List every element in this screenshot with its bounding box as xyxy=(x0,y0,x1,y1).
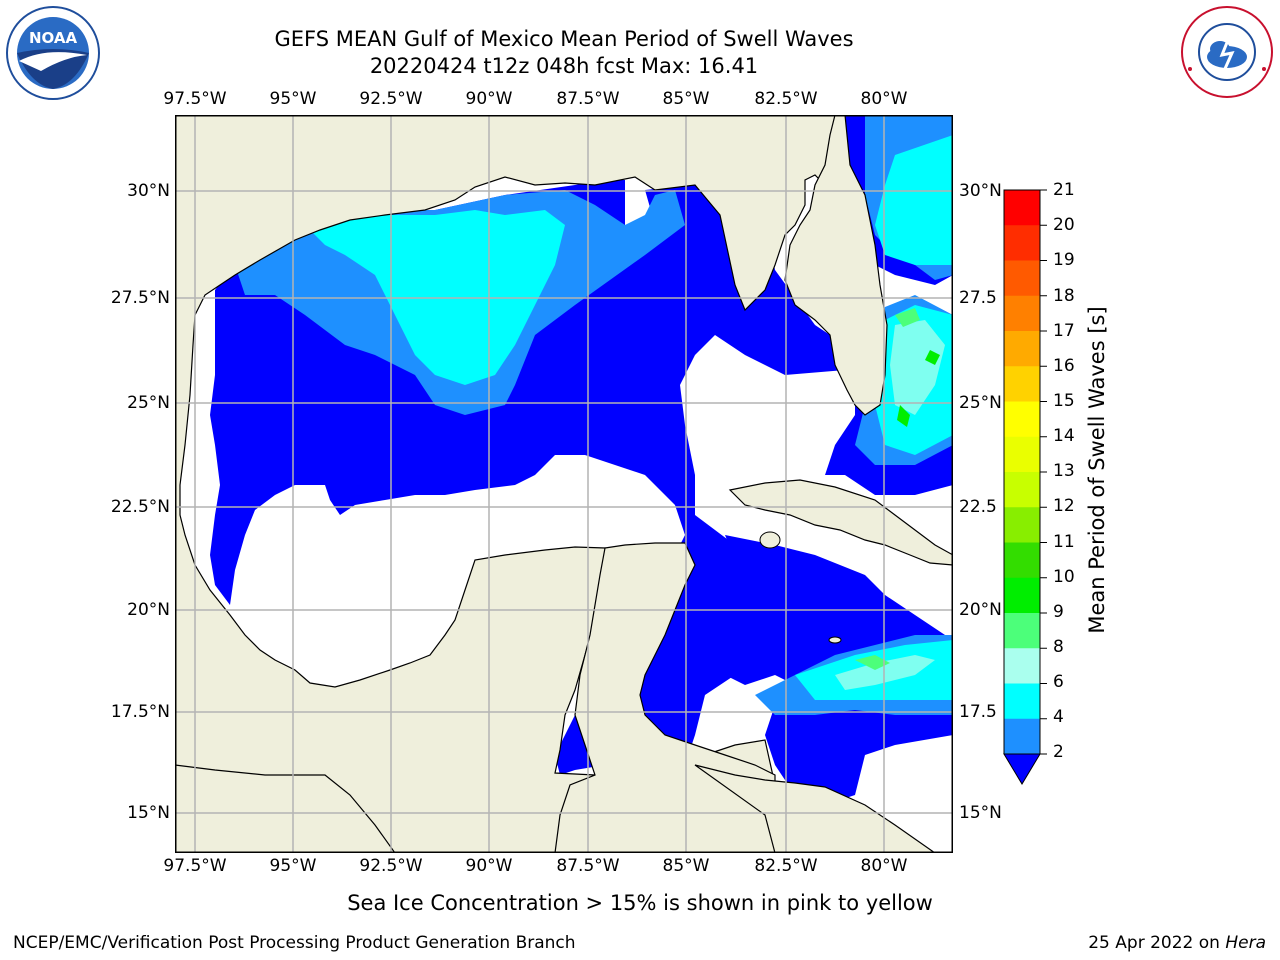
land-mass xyxy=(694,764,937,853)
colorbar-tick: 12 xyxy=(1053,496,1075,516)
colorbar-tick: 10 xyxy=(1053,567,1075,587)
lon-label-top: 92.5°W xyxy=(359,89,423,109)
lon-label-top: 97.5°W xyxy=(163,89,227,109)
nws-logo xyxy=(1181,6,1273,98)
colorbar-tick: 17 xyxy=(1053,321,1075,341)
lat-label-right: 27.5 xyxy=(959,288,997,308)
lon-label-bottom: 82.5°W xyxy=(754,856,818,876)
colorbar-tick: 11 xyxy=(1053,532,1075,552)
colorbar-bin xyxy=(1004,577,1040,614)
island xyxy=(828,636,842,644)
swell-patch xyxy=(835,655,935,690)
lon-label-top: 95°W xyxy=(269,89,317,109)
colorbar-tick: 18 xyxy=(1053,286,1075,306)
lon-label-top: 85°W xyxy=(662,89,710,109)
map-frame xyxy=(175,115,953,853)
lon-label-bottom: 92.5°W xyxy=(359,856,423,876)
colorbar-tick: 19 xyxy=(1053,250,1075,270)
swell-patch xyxy=(890,320,945,415)
graticule xyxy=(175,115,953,853)
lon-label-bottom: 80°W xyxy=(860,856,908,876)
land-mass xyxy=(784,115,888,416)
lat-label-right: 30°N xyxy=(959,181,1002,201)
colorbar-tick: 2 xyxy=(1053,742,1064,762)
colorbar-bin xyxy=(1004,366,1040,402)
lon-label-bottom: 95°W xyxy=(269,856,317,876)
colorbar-label: Mean Period of Swell Waves [s] xyxy=(1085,306,1109,634)
colorbar-tick: 15 xyxy=(1053,391,1075,411)
lat-label-left: 25°N xyxy=(127,393,170,413)
chart-subtitle: 20220424 t12z 048h fcst Max: 16.41 xyxy=(369,54,759,78)
colorbar-tick: 20 xyxy=(1053,215,1075,235)
lat-label-right: 25°N xyxy=(959,393,1002,413)
colorbar-tick: 13 xyxy=(1053,461,1075,481)
colorbar-bin xyxy=(1004,295,1040,332)
lat-label-right: 15°N xyxy=(959,803,1002,823)
colorbar-tick: 4 xyxy=(1053,707,1064,727)
lon-label-top: 82.5°W xyxy=(754,89,818,109)
colorbar-tick: 14 xyxy=(1053,426,1075,446)
lon-label-bottom: 97.5°W xyxy=(163,856,227,876)
footer-date: 25 Apr 2022 on Hera xyxy=(1088,933,1266,953)
colorbar-tick: 16 xyxy=(1053,356,1075,376)
colorbar-bin xyxy=(1004,225,1040,261)
colorbar-bin xyxy=(1004,472,1040,508)
gulf-of-mexico-map xyxy=(175,115,953,853)
sea-ice-note: Sea Ice Concentration > 15% is shown in … xyxy=(347,891,933,915)
lon-label-top: 80°W xyxy=(860,89,908,109)
lat-label-left: 27.5°N xyxy=(110,288,170,308)
colorbar-bin xyxy=(1004,507,1040,543)
colorbar-tick: 6 xyxy=(1053,672,1064,692)
lat-label-right: 17.5 xyxy=(959,702,997,722)
colorbar-bin xyxy=(1004,436,1040,473)
swell-patch xyxy=(897,405,910,427)
swell-patch xyxy=(895,308,920,327)
swell-patch xyxy=(855,655,890,670)
chart-title: GEFS MEAN Gulf of Mexico Mean Period of … xyxy=(274,27,854,51)
noaa-logo: NOAA xyxy=(6,6,100,100)
lon-label-bottom: 87.5°W xyxy=(556,856,620,876)
colorbar-bin xyxy=(1004,542,1040,579)
colorbar-tick: 8 xyxy=(1053,637,1064,657)
island xyxy=(759,531,781,549)
colorbar-bin xyxy=(1004,401,1040,438)
swell-field-2-4 xyxy=(175,115,953,853)
lon-label-bottom: 85°W xyxy=(662,856,710,876)
swell-patch xyxy=(925,350,940,365)
colorbar-extend-min xyxy=(1003,753,1041,785)
footer-date-text: 25 Apr 2022 on xyxy=(1088,933,1226,953)
lat-label-left: 17.5°N xyxy=(110,702,170,722)
colorbar-tick: 9 xyxy=(1053,602,1064,622)
noaa-logo-text: NOAA xyxy=(29,29,78,47)
lat-label-left: 22.5°N xyxy=(110,497,170,517)
colorbar-bin xyxy=(1004,648,1040,684)
lon-label-top: 87.5°W xyxy=(556,89,620,109)
lat-label-left: 20°N xyxy=(127,600,170,620)
footer-credit: NCEP/EMC/Verification Post Processing Pr… xyxy=(13,933,576,953)
lon-label-top: 90°W xyxy=(465,89,513,109)
lat-label-left: 30°N xyxy=(127,181,170,201)
colorbar xyxy=(1003,189,1047,785)
colorbar-bin xyxy=(1004,190,1040,226)
lat-label-right: 20°N xyxy=(959,600,1002,620)
colorbar-bin xyxy=(1004,718,1040,755)
colorbar-bin xyxy=(1004,613,1040,649)
colorbar-tick: 21 xyxy=(1053,180,1075,200)
colorbar-bin xyxy=(1004,260,1040,297)
swell-patch xyxy=(875,135,953,265)
land xyxy=(175,115,953,853)
lat-label-right: 22.5 xyxy=(959,497,997,517)
lat-label-left: 15°N xyxy=(127,803,170,823)
lon-label-bottom: 90°W xyxy=(465,856,513,876)
colorbar-bin xyxy=(1004,331,1040,367)
footer-host: Hera xyxy=(1225,933,1266,953)
colorbar-bin xyxy=(1004,683,1040,720)
